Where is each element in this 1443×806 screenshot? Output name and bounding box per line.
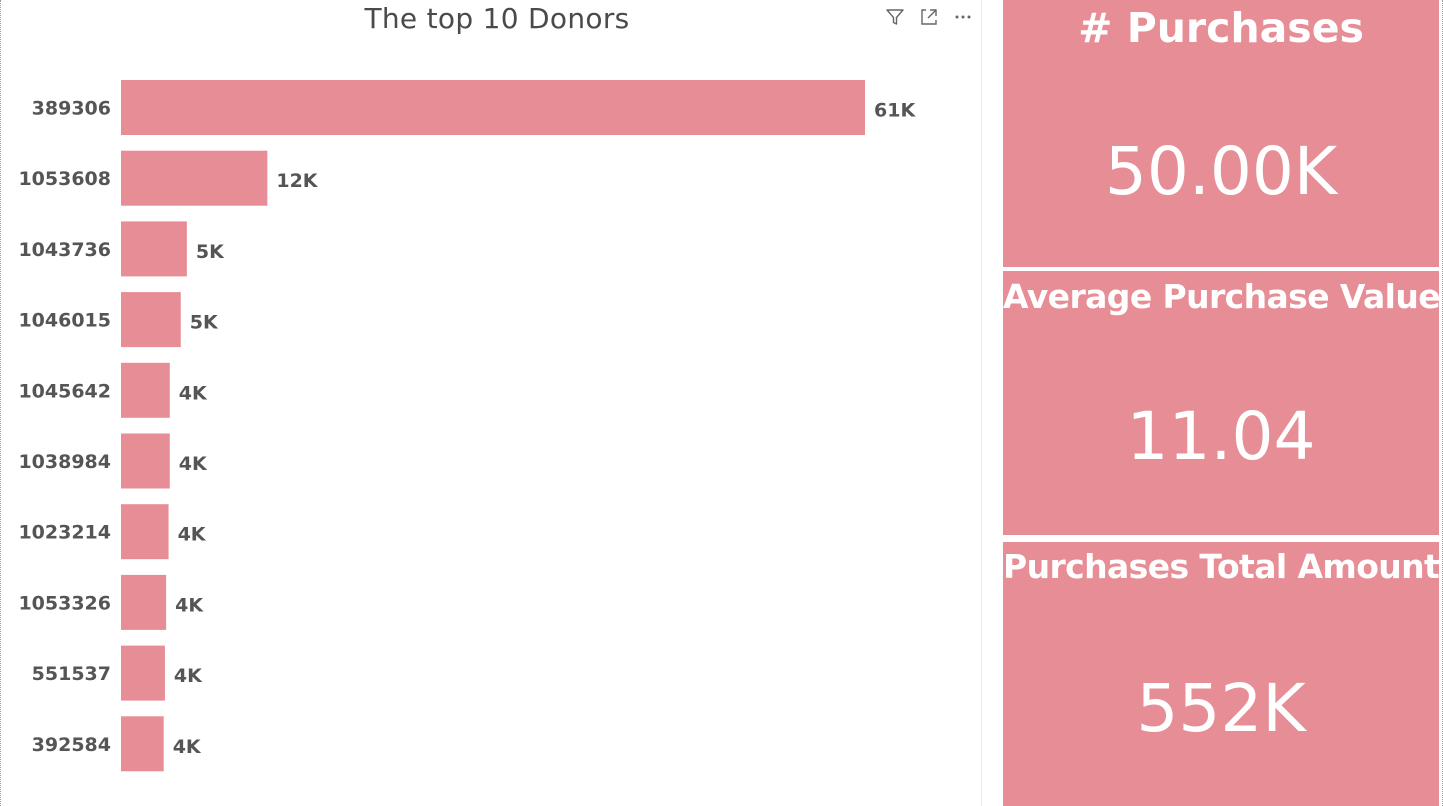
chart-title: The top 10 Donors xyxy=(364,2,630,35)
data-label: 4K xyxy=(173,736,202,758)
category-label: 1046015 xyxy=(18,310,111,332)
category-label: 551537 xyxy=(32,663,111,685)
category-label: 1053326 xyxy=(18,592,111,614)
bar-1046015[interactable] xyxy=(121,292,181,348)
bar-1023214[interactable] xyxy=(121,504,169,560)
bar-1045642[interactable] xyxy=(121,362,170,418)
card-title: Purchases Total Amount xyxy=(1003,547,1439,586)
bar-389306[interactable] xyxy=(121,80,865,135)
average-purchase-value-card[interactable]: Average Purchase Value 11.04 xyxy=(1003,271,1439,535)
data-label: 4K xyxy=(174,665,203,687)
top-donors-chart[interactable]: The top 10 Donors 389306 61K 1053608 12K 104… xyxy=(12,0,982,806)
bar-1038984[interactable] xyxy=(121,433,170,489)
category-label: 1038984 xyxy=(18,451,111,473)
category-label: 1043736 xyxy=(18,239,111,261)
bar-1053608[interactable] xyxy=(121,150,268,206)
data-label: 5K xyxy=(196,241,225,263)
data-label: 12K xyxy=(276,170,318,192)
bar-392584[interactable] xyxy=(121,716,164,772)
category-label: 1053608 xyxy=(18,168,111,190)
filter-icon[interactable] xyxy=(882,6,908,28)
category-label: 389306 xyxy=(32,98,111,120)
visual-header xyxy=(882,6,976,28)
card-title: # Purchases xyxy=(1078,4,1364,52)
data-label: 4K xyxy=(178,524,207,546)
data-label: 4K xyxy=(175,594,204,616)
more-options-icon[interactable] xyxy=(950,6,976,28)
data-label: 61K xyxy=(874,100,916,122)
bar-1053326[interactable] xyxy=(121,574,167,630)
purchases-count-card[interactable]: # Purchases 50.00K xyxy=(1003,0,1439,267)
card-value: 11.04 xyxy=(1126,398,1316,475)
card-value: 552K xyxy=(1136,670,1306,747)
data-label: 4K xyxy=(179,453,208,475)
category-label: 392584 xyxy=(32,734,111,756)
purchases-total-amount-card[interactable]: Purchases Total Amount 552K xyxy=(1003,542,1439,806)
data-label: 5K xyxy=(190,312,219,334)
bar-1043736[interactable] xyxy=(121,221,187,277)
category-label: 1023214 xyxy=(18,522,111,544)
card-value: 50.00K xyxy=(1104,133,1338,210)
focus-mode-icon[interactable] xyxy=(916,6,942,28)
bar-551537[interactable] xyxy=(121,645,165,701)
card-title: Average Purchase Value xyxy=(1003,277,1439,316)
bar-plot: 389306 61K 1053608 12K 1043736 5K 1046015 5K 104… xyxy=(18,80,916,772)
data-label: 4K xyxy=(179,382,208,404)
category-label: 1045642 xyxy=(18,380,111,402)
